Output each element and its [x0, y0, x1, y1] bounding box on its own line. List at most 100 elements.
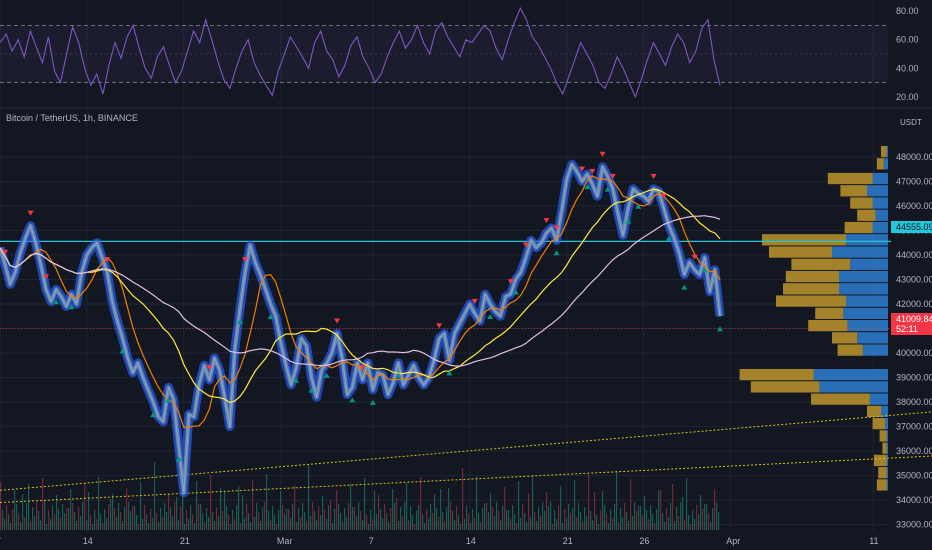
volume-bar [574, 480, 576, 530]
signal-up-marker [369, 399, 376, 405]
volume-bar [694, 519, 696, 530]
signal-up-marker [701, 267, 708, 273]
volume-bar [158, 522, 160, 530]
volume-bar [132, 506, 134, 530]
volume-bar [462, 468, 464, 530]
volume-bar [90, 515, 92, 530]
volume-bar [434, 494, 436, 530]
volume-bar [268, 511, 270, 530]
volume-bar [710, 522, 712, 530]
volume-bar [622, 517, 624, 530]
volume-bar [116, 517, 118, 530]
volume-bar [238, 486, 240, 530]
vp-sell-bar [783, 283, 839, 295]
volume-bar [702, 509, 704, 530]
volume-bar [242, 495, 244, 530]
volume-bar [460, 524, 462, 530]
volume-bar [390, 508, 392, 530]
signal-down-marker [104, 257, 111, 263]
time-tick-label: 21 [563, 536, 573, 546]
price-tick-label: 46000.00 [896, 201, 932, 211]
volume-bar [84, 483, 86, 530]
volume-bar [130, 511, 132, 530]
volume-bar [196, 481, 198, 530]
vp-sell-bar [840, 185, 867, 197]
volume-bar [18, 513, 20, 530]
volume-bar [566, 518, 568, 530]
volume-bar [698, 514, 700, 530]
volume-bar [530, 517, 532, 530]
volume-bar [14, 490, 16, 530]
volume-bar [304, 512, 306, 530]
volume-bar [492, 507, 494, 530]
volume-bar [400, 507, 402, 530]
volume-bar [668, 517, 670, 530]
volume-bar [454, 520, 456, 530]
volume-bar [30, 521, 32, 530]
volume-bar [488, 512, 490, 530]
volume-profile [739, 145, 888, 491]
volume-bar [482, 508, 484, 530]
signal-down-marker [553, 225, 560, 231]
volume-bar [366, 515, 368, 530]
rsi-tick-label: 80.00 [896, 6, 919, 16]
volume-bar [348, 503, 350, 530]
volume-bar [528, 494, 530, 530]
volume-bar [104, 509, 106, 530]
volume-bar [534, 512, 536, 530]
vp-sell-bar [850, 197, 873, 209]
volume-bar [582, 521, 584, 530]
signal-down-marker [27, 210, 34, 216]
vp-buy-bar [819, 381, 888, 393]
signal-down-marker [242, 257, 249, 263]
vp-buy-bar [883, 158, 888, 170]
time-tick-label: 7 [369, 536, 374, 546]
volume-bar [74, 512, 76, 530]
volume-bar [292, 504, 294, 530]
volume-bar [410, 506, 412, 530]
volume-bar [28, 484, 30, 530]
volume-bar [110, 499, 112, 530]
vp-buy-bar [839, 270, 888, 283]
volume-bar [102, 523, 104, 530]
volume-bar [614, 504, 616, 530]
time-tick-label: Apr [726, 536, 740, 546]
signal-down-marker [507, 279, 514, 285]
vp-sell-bar [872, 418, 886, 430]
signal-down-marker [42, 274, 49, 280]
volume-bar [600, 510, 602, 530]
volume-bar [424, 523, 426, 530]
volume-bar [112, 494, 114, 530]
volume-bar [42, 478, 44, 530]
volume-bar [640, 506, 642, 530]
volume-bar [612, 518, 614, 530]
price-lines [0, 159, 932, 504]
vp-buy-bar [847, 319, 888, 332]
time-tick-label: Mar [277, 536, 293, 546]
volume-bar [258, 512, 260, 530]
volume-bar [632, 516, 634, 530]
volume-bar [362, 520, 364, 530]
volume-bar [550, 501, 552, 530]
volume-bar [364, 478, 366, 530]
signal-down-marker [691, 254, 698, 260]
price-tick-label: 39000.00 [896, 373, 932, 383]
volume-bar [156, 513, 158, 530]
vp-buy-bar [886, 454, 888, 467]
volume-bar [26, 503, 28, 530]
volume-bar [210, 475, 212, 530]
volume-bar [334, 509, 336, 530]
volume-bar [222, 511, 224, 530]
volume-bar [572, 508, 574, 530]
volume-bar [646, 510, 648, 530]
vp-buy-bar [872, 197, 888, 209]
signal-down-marker [334, 318, 341, 324]
volume-bar [544, 511, 546, 530]
signal-up-marker [717, 326, 723, 332]
volume-bar [628, 521, 630, 530]
price-tick-label: 40000.00 [896, 348, 932, 358]
volume-bar [604, 505, 606, 530]
time-tick-label: 14 [83, 536, 93, 546]
volume-bar [680, 502, 682, 530]
